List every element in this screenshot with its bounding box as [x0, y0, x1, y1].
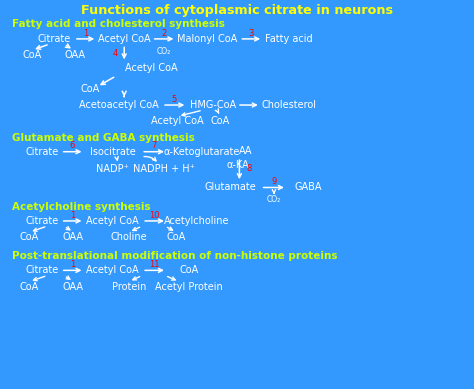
Text: Acetylcholine synthesis: Acetylcholine synthesis — [12, 202, 150, 212]
Text: CoA: CoA — [179, 265, 198, 275]
Text: 1: 1 — [82, 28, 88, 38]
Text: Choline: Choline — [110, 232, 147, 242]
Text: CoA: CoA — [20, 232, 39, 242]
Text: CO₂: CO₂ — [157, 47, 171, 56]
Text: Protein: Protein — [112, 282, 146, 292]
Text: 3: 3 — [248, 28, 254, 38]
Text: Fatty acid and cholesterol synthesis: Fatty acid and cholesterol synthesis — [12, 19, 225, 29]
Text: Glutamate and GABA synthesis: Glutamate and GABA synthesis — [12, 133, 195, 143]
Text: Citrate: Citrate — [25, 216, 58, 226]
Text: Cholesterol: Cholesterol — [262, 100, 317, 110]
Text: α-Ketoglutarate: α-Ketoglutarate — [163, 147, 240, 157]
Text: 10: 10 — [149, 210, 160, 220]
Text: Fatty acid: Fatty acid — [265, 34, 313, 44]
Text: 8: 8 — [246, 164, 252, 173]
Text: CoA: CoA — [81, 84, 100, 94]
Text: Acetyl CoA: Acetyl CoA — [86, 265, 139, 275]
Text: 1: 1 — [70, 210, 75, 220]
Text: 11: 11 — [149, 260, 160, 269]
Text: 5: 5 — [172, 95, 177, 104]
Text: OAA: OAA — [63, 282, 84, 292]
Text: CoA: CoA — [211, 116, 230, 126]
Text: HMG-CoA: HMG-CoA — [190, 100, 237, 110]
Text: CO₂: CO₂ — [267, 195, 281, 205]
Text: OAA: OAA — [64, 50, 85, 60]
Text: Post-translational modification of non-histone proteins: Post-translational modification of non-h… — [12, 251, 337, 261]
Text: 6: 6 — [70, 141, 75, 151]
Text: CoA: CoA — [20, 282, 39, 292]
Text: Malonyl CoA: Malonyl CoA — [177, 34, 238, 44]
Text: Acetyl CoA: Acetyl CoA — [125, 63, 178, 73]
Text: 1: 1 — [70, 260, 75, 269]
Text: Acetoacetyl CoA: Acetoacetyl CoA — [79, 100, 158, 110]
Text: Acetyl CoA: Acetyl CoA — [151, 116, 204, 126]
Text: AA: AA — [239, 146, 252, 156]
Text: Acetylcholine: Acetylcholine — [164, 216, 229, 226]
Text: Functions of cytoplasmic citrate in neurons: Functions of cytoplasmic citrate in neur… — [81, 4, 393, 18]
Text: OAA: OAA — [63, 232, 84, 242]
Text: Isocitrate: Isocitrate — [90, 147, 136, 157]
Text: CoA: CoA — [167, 232, 186, 242]
Text: CoA: CoA — [23, 50, 42, 60]
Text: α-KA: α-KA — [227, 160, 249, 170]
Text: 9: 9 — [271, 177, 277, 186]
Text: 2: 2 — [161, 28, 167, 38]
Text: Acetyl CoA: Acetyl CoA — [86, 216, 139, 226]
Text: NADPH + H⁺: NADPH + H⁺ — [133, 164, 194, 174]
Text: Glutamate: Glutamate — [204, 182, 256, 193]
Text: Citrate: Citrate — [25, 265, 58, 275]
Text: NADP⁺: NADP⁺ — [96, 164, 129, 174]
Text: 7: 7 — [151, 141, 157, 151]
Text: Acetyl CoA: Acetyl CoA — [98, 34, 151, 44]
Text: Acetyl Protein: Acetyl Protein — [155, 282, 222, 292]
Text: Citrate: Citrate — [38, 34, 71, 44]
Text: Citrate: Citrate — [25, 147, 58, 157]
Text: 4: 4 — [113, 49, 118, 58]
Text: GABA: GABA — [294, 182, 322, 193]
